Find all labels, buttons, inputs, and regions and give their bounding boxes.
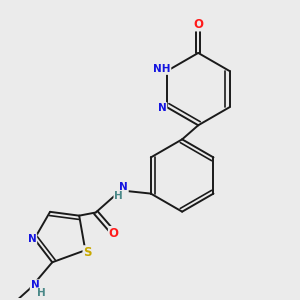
Text: O: O	[193, 17, 203, 31]
Text: S: S	[83, 246, 92, 259]
Text: NH: NH	[153, 64, 170, 74]
Text: H: H	[37, 288, 46, 298]
Text: N: N	[28, 234, 36, 244]
Text: N: N	[31, 280, 39, 290]
Text: N: N	[158, 103, 167, 113]
Text: N: N	[119, 182, 128, 192]
Text: O: O	[109, 227, 119, 240]
Text: H: H	[114, 191, 123, 201]
